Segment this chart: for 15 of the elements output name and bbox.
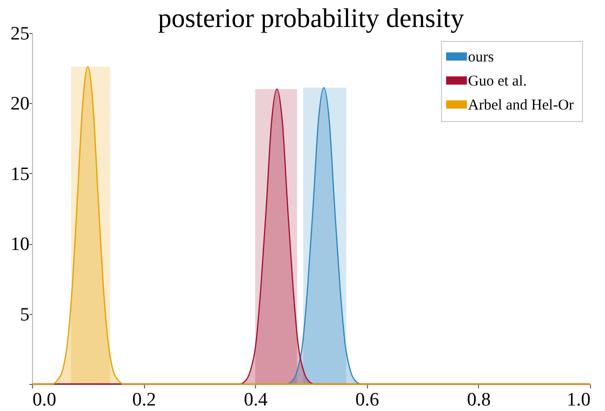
- y-tick-label: 25: [10, 24, 30, 44]
- x-tick-label: 0.2: [132, 390, 156, 410]
- legend-label: ours: [468, 50, 494, 66]
- x-tick-label: 0.4: [244, 390, 268, 410]
- x-tick-label: 0.8: [467, 390, 491, 410]
- chart-title: posterior probability density: [158, 3, 464, 33]
- y-tick-label: 15: [10, 164, 30, 185]
- y-tick-label: 5: [20, 304, 30, 326]
- x-tick-label: 1.0: [566, 390, 590, 410]
- y-tick-label: 10: [10, 234, 30, 256]
- x-tick-label: 0.6: [355, 390, 380, 410]
- legend-label: Arbel and Hel-Or: [468, 98, 574, 114]
- y-tick-label: 20: [10, 94, 30, 115]
- x-tick-label: 0.0: [32, 390, 56, 410]
- legend-label: Guo et al.: [468, 74, 527, 90]
